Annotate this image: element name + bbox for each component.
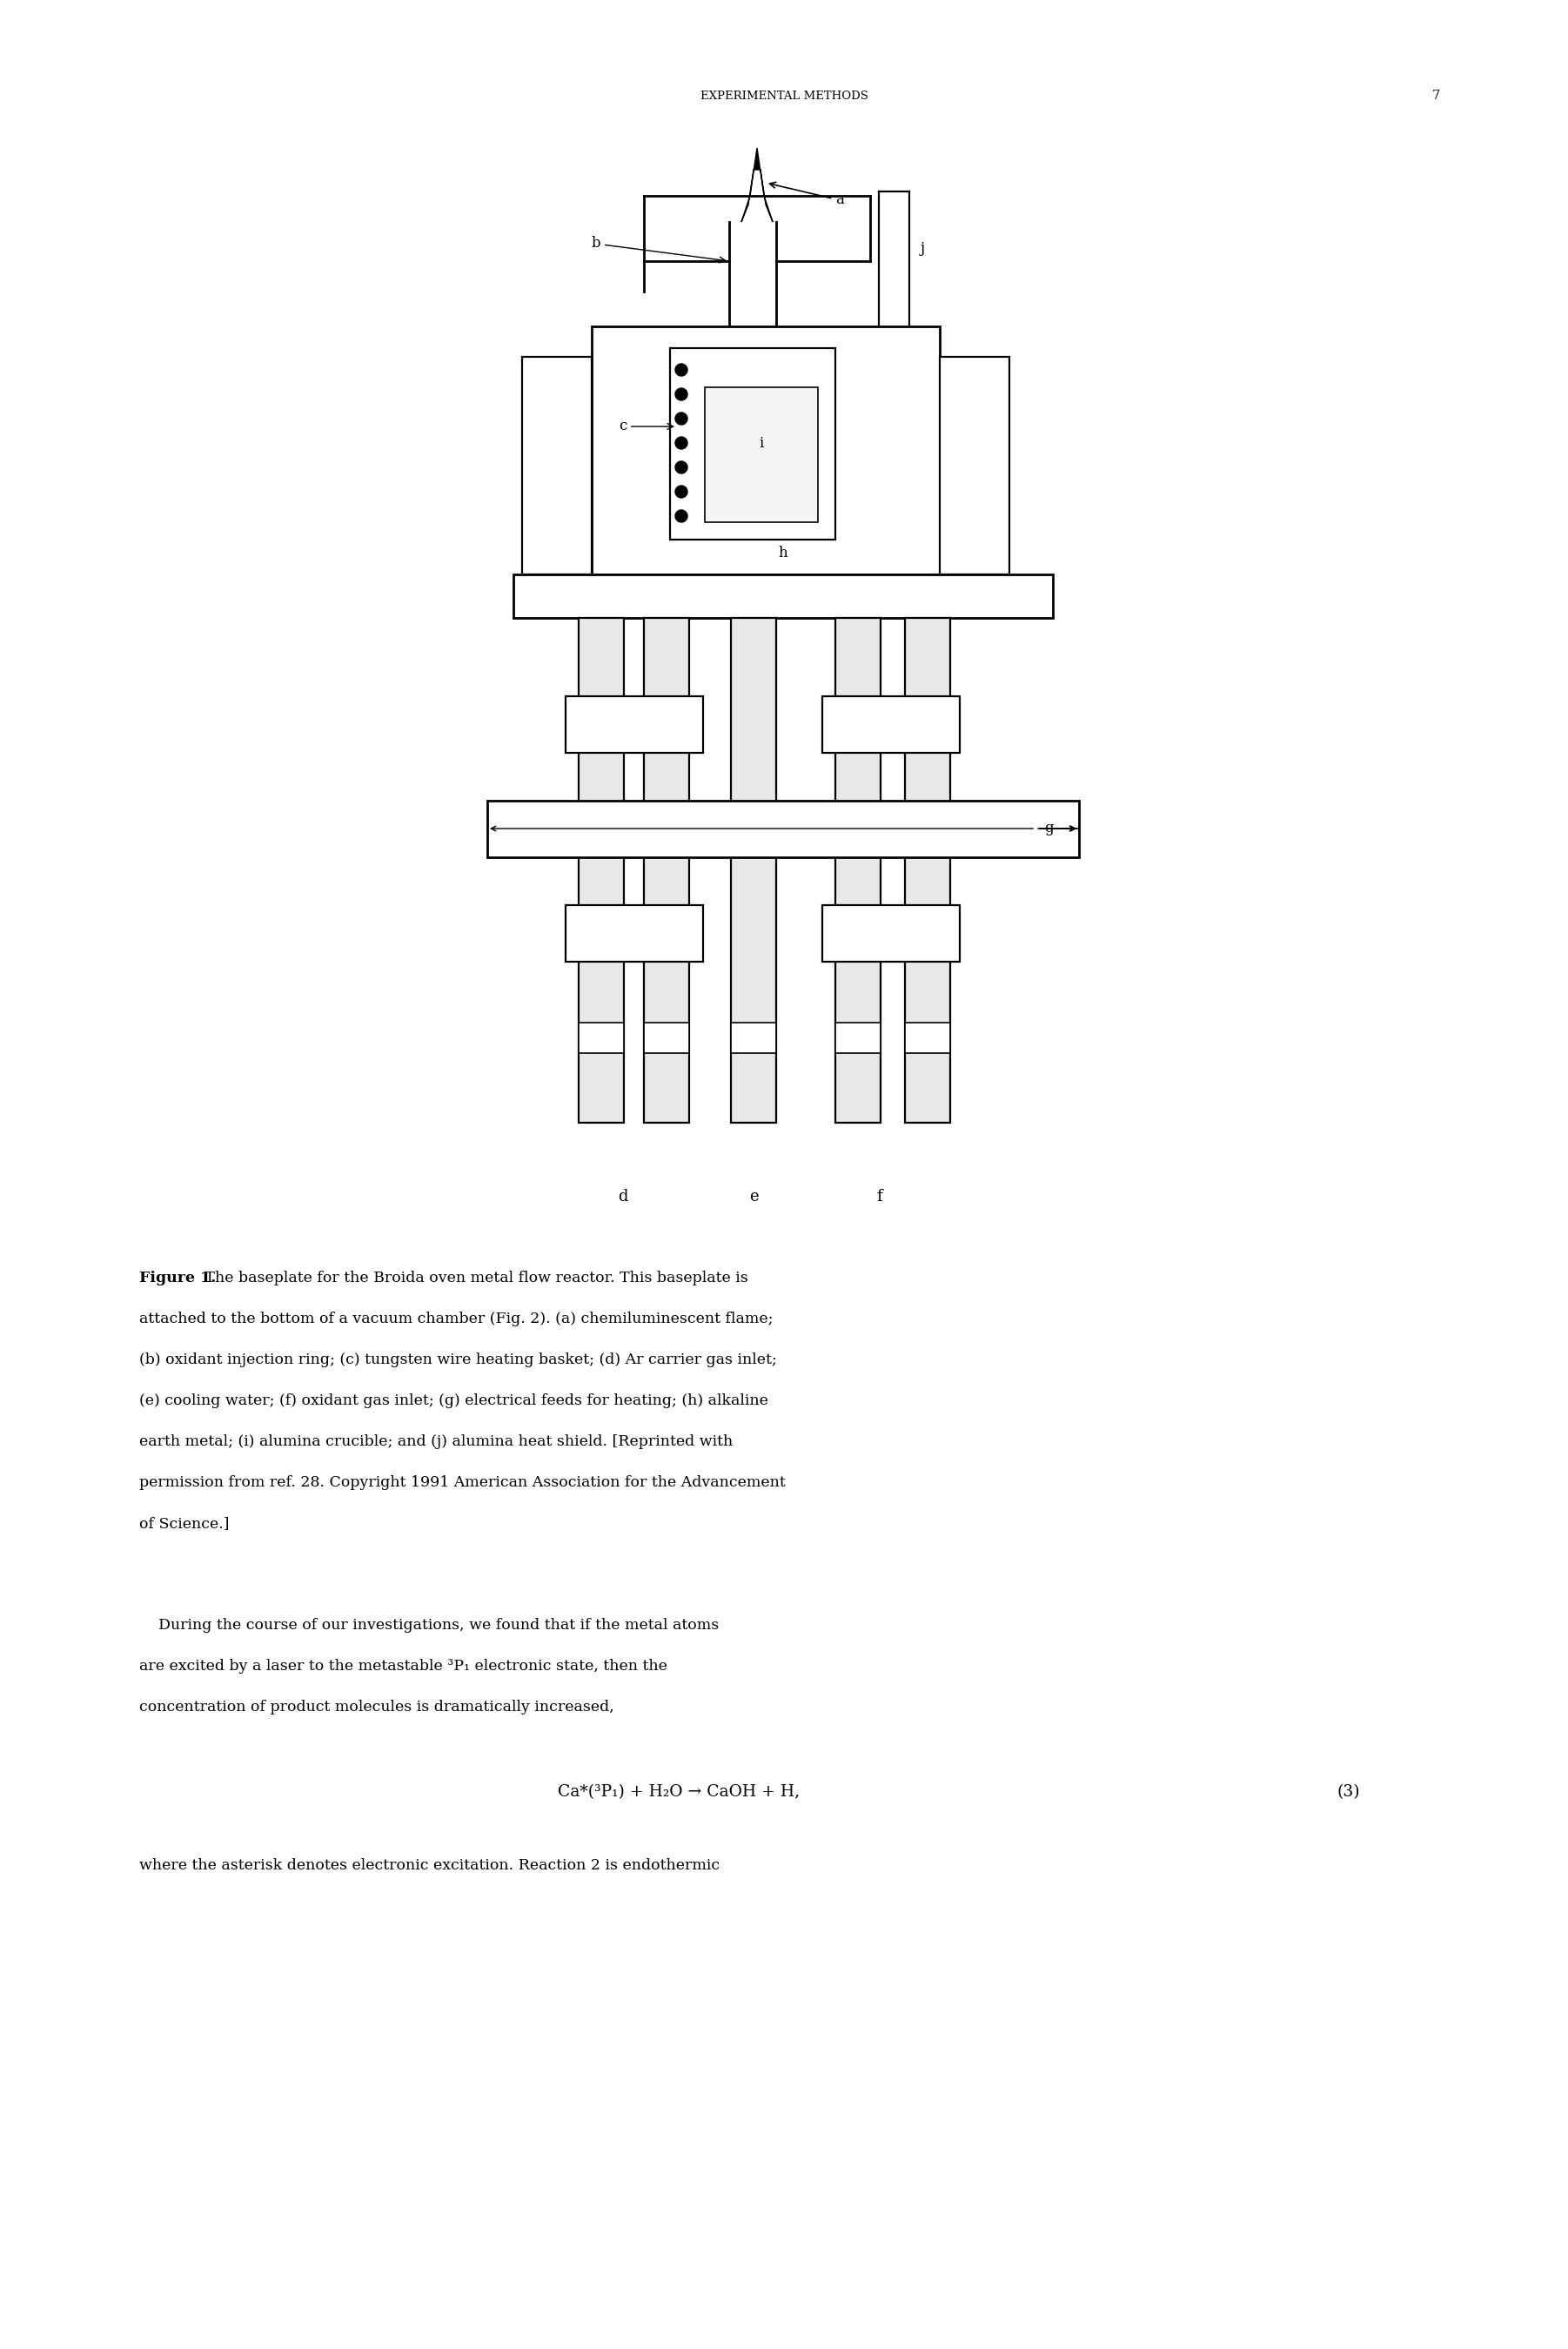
Text: a: a: [770, 183, 844, 207]
Bar: [522, 357, 591, 576]
Bar: [566, 904, 702, 961]
Text: EXPERIMENTAL METHODS: EXPERIMENTAL METHODS: [699, 89, 869, 101]
Text: Figure 1.: Figure 1.: [140, 1271, 216, 1285]
Bar: [670, 348, 836, 540]
Text: permission from ref. 28. Copyright 1991 American Association for the Advancement: permission from ref. 28. Copyright 1991 …: [140, 1475, 786, 1489]
Circle shape: [676, 413, 687, 425]
Text: (3): (3): [1338, 1785, 1361, 1799]
Circle shape: [676, 510, 687, 521]
Bar: [822, 904, 960, 961]
Text: d: d: [618, 1189, 629, 1205]
Text: are excited by a laser to the metastable ³P₁ electronic state, then the: are excited by a laser to the metastable…: [140, 1658, 668, 1672]
Text: (b) oxidant injection ring; (c) tungsten wire heating basket; (d) Ar carrier gas: (b) oxidant injection ring; (c) tungsten…: [140, 1353, 776, 1367]
Bar: [706, 388, 818, 521]
Bar: [939, 357, 1010, 576]
Text: i: i: [759, 437, 764, 451]
Bar: [905, 1022, 950, 1052]
Text: attached to the bottom of a vacuum chamber (Fig. 2). (a) chemiluminescent flame;: attached to the bottom of a vacuum chamb…: [140, 1311, 773, 1327]
Text: g: g: [1044, 822, 1054, 836]
Circle shape: [676, 388, 687, 399]
Bar: [644, 618, 690, 1123]
Text: During the course of our investigations, we found that if the metal atoms: During the course of our investigations,…: [140, 1618, 720, 1633]
Circle shape: [676, 437, 687, 449]
Text: Ca*(³P₁) + H₂O → CaOH + H,: Ca*(³P₁) + H₂O → CaOH + H,: [558, 1785, 800, 1799]
Bar: [905, 618, 950, 1123]
Text: 7: 7: [1432, 89, 1439, 101]
Text: f: f: [877, 1189, 883, 1205]
Text: e: e: [750, 1189, 759, 1205]
Bar: [731, 618, 776, 1123]
Bar: [579, 618, 624, 1123]
Circle shape: [676, 364, 687, 376]
Bar: [836, 1022, 881, 1052]
Text: c: c: [618, 418, 673, 435]
Bar: [579, 1022, 624, 1052]
Bar: [836, 618, 881, 1123]
Circle shape: [676, 486, 687, 498]
Circle shape: [676, 460, 687, 474]
Text: earth metal; (i) alumina crucible; and (j) alumina heat shield. [Reprinted with: earth metal; (i) alumina crucible; and (…: [140, 1435, 732, 1449]
Text: of Science.]: of Science.]: [140, 1515, 229, 1532]
Text: The baseplate for the Broida oven metal flow reactor. This baseplate is: The baseplate for the Broida oven metal …: [201, 1271, 748, 1285]
Bar: [488, 801, 1079, 857]
Bar: [731, 1022, 776, 1052]
Text: j: j: [920, 240, 925, 256]
Bar: [513, 576, 1052, 618]
Bar: [566, 695, 702, 752]
Bar: [822, 695, 960, 752]
Text: concentration of product molecules is dramatically increased,: concentration of product molecules is dr…: [140, 1701, 615, 1715]
Bar: [644, 1022, 690, 1052]
Text: (e) cooling water; (f) oxidant gas inlet; (g) electrical feeds for heating; (h) : (e) cooling water; (f) oxidant gas inlet…: [140, 1393, 768, 1407]
Text: where the asterisk denotes electronic excitation. Reaction 2 is endothermic: where the asterisk denotes electronic ex…: [140, 1858, 720, 1872]
Bar: [591, 327, 939, 576]
Text: b: b: [591, 237, 726, 263]
Polygon shape: [742, 148, 773, 221]
Text: h: h: [778, 545, 787, 559]
